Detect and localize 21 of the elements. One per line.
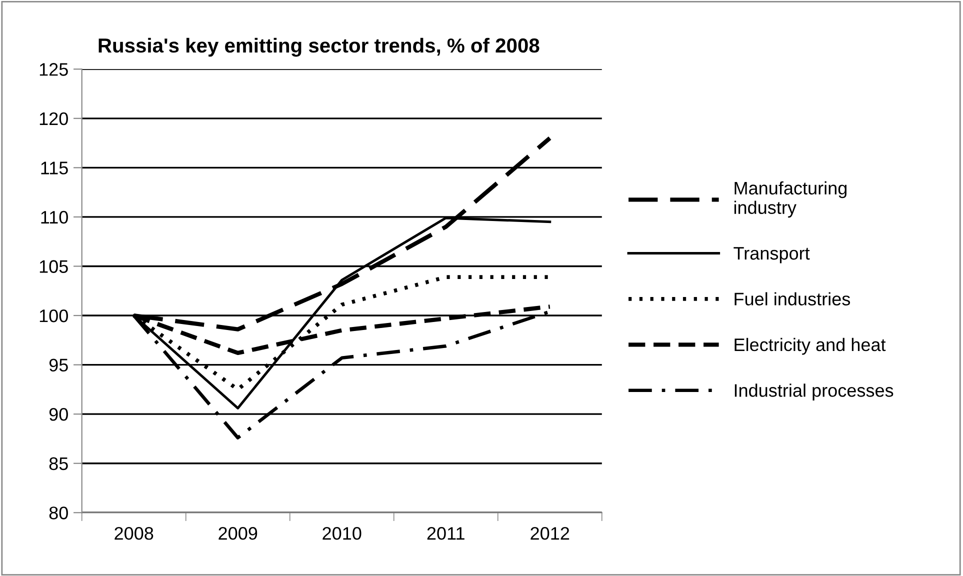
y-tick-label: 100 [40, 309, 68, 322]
text: Manufacturing industry [734, 181, 846, 218]
y-tick-label: 125 [40, 63, 68, 76]
x-tick-label: 2009 [218, 527, 258, 540]
text: Transport [734, 247, 810, 264]
chart-title: Russia's key emitting sector trends, % of 2008 [98, 38, 540, 57]
y-tick-label: 120 [40, 112, 68, 126]
text: Electricity and heat [734, 338, 886, 355]
text: Fuel industries [734, 292, 850, 306]
y-tick-label: 90 [49, 408, 68, 421]
x-tick-label: 2011 [427, 527, 464, 540]
y-tick-label: 85 [49, 457, 68, 470]
y-tick-label: 110 [41, 210, 68, 224]
x-tick-label: 2008 [114, 527, 154, 540]
y-tick-label: 80 [49, 506, 68, 520]
text: Industrial processes [734, 384, 894, 400]
y-tick-label: 115 [41, 162, 68, 174]
y-tick-label: 105 [40, 260, 68, 273]
x-tick-label: 2010 [322, 527, 362, 540]
x-tick-label: 2012 [530, 527, 570, 540]
y-tick-label: 95 [49, 358, 68, 372]
